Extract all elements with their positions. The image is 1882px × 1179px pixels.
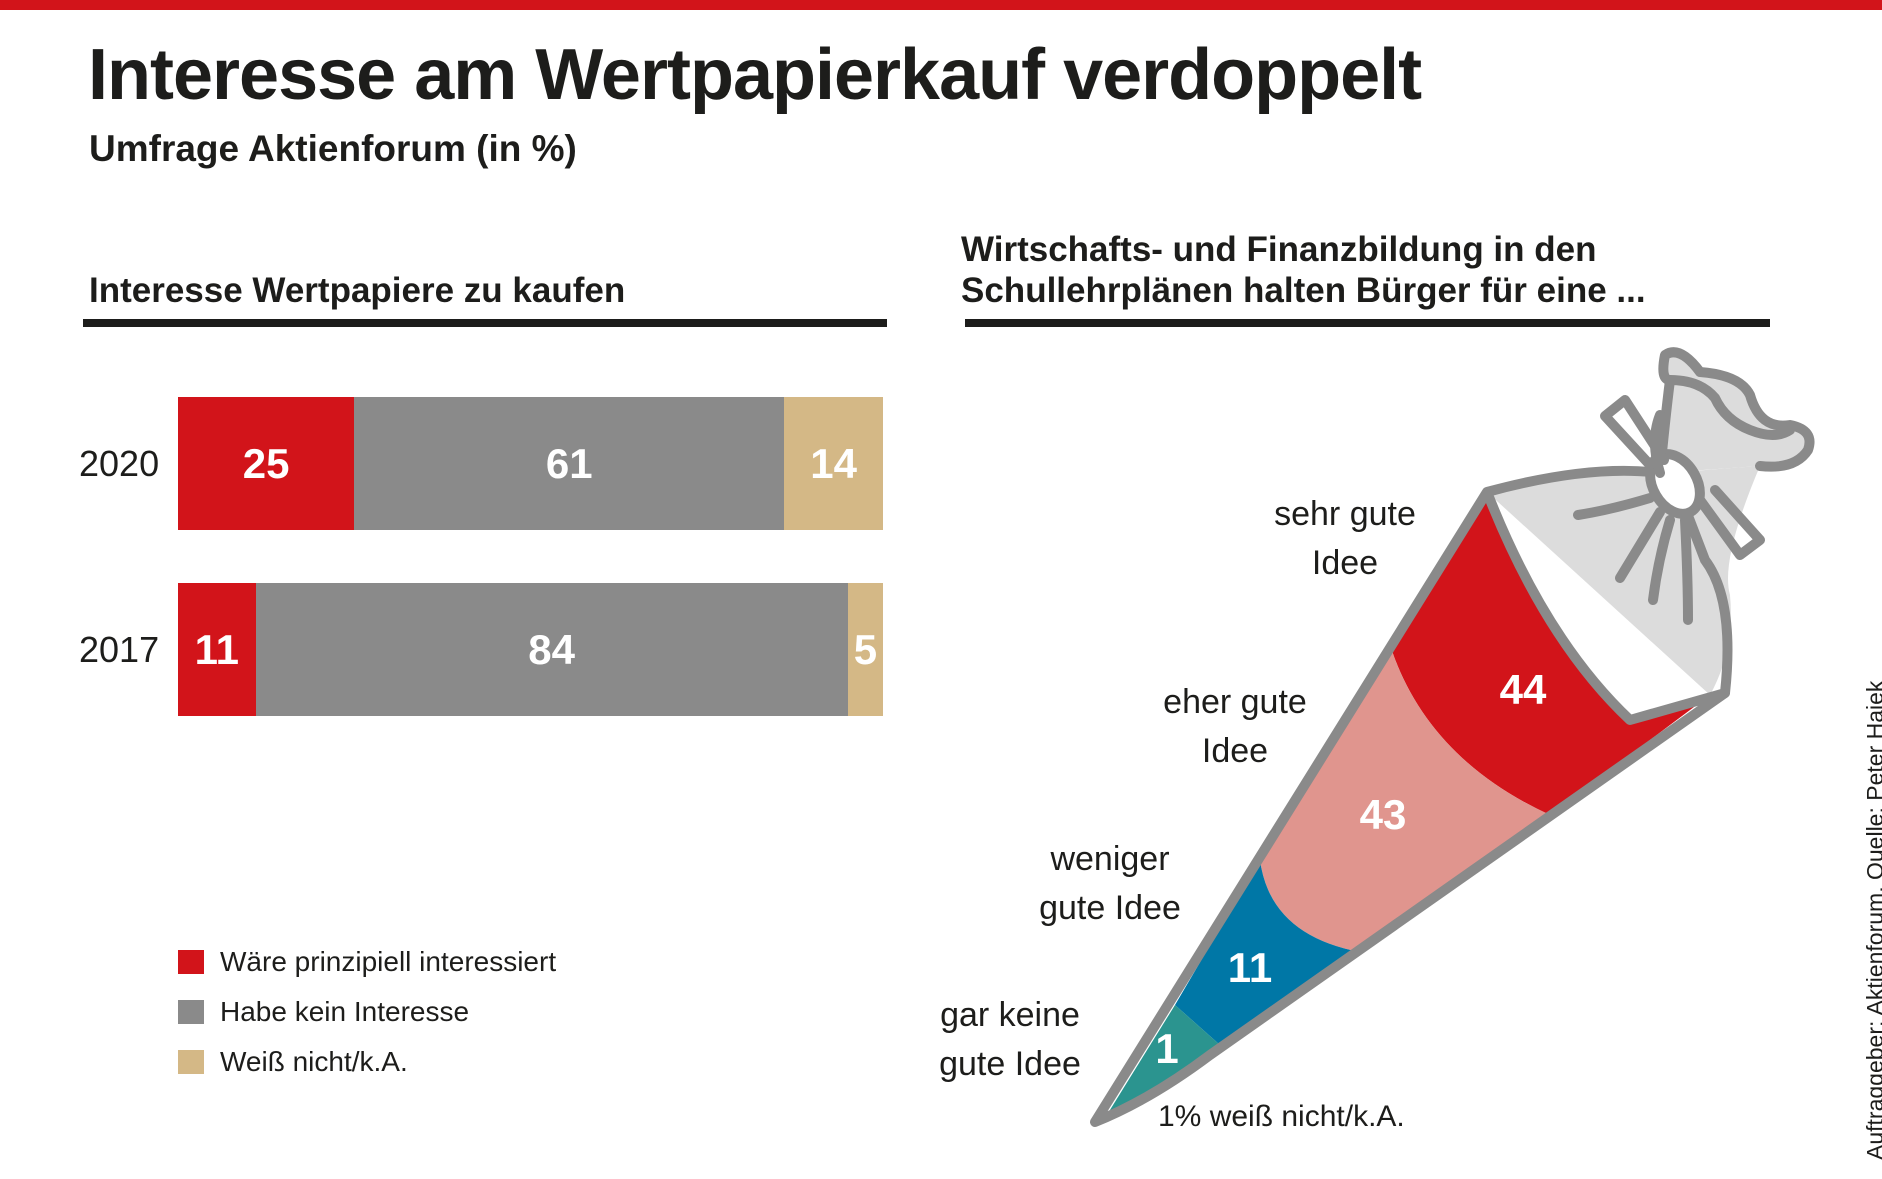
cone-side-outline xyxy=(1677,495,1733,698)
cone-label-eher-gute-idee: eher gute Idee xyxy=(1150,678,1320,776)
cone-chart-rule xyxy=(965,319,1770,327)
cone-segment-eher-gute-idee xyxy=(1260,651,1550,952)
bar-data-label: 14 xyxy=(810,439,857,487)
cone-value-11: 11 xyxy=(1228,944,1272,991)
label-line: gute Idee xyxy=(1039,889,1181,927)
cone-annotation: 1% weiß nicht/k.A. xyxy=(1158,1100,1405,1133)
legend-swatch-interested xyxy=(178,950,204,974)
label-line: sehr gute xyxy=(1274,495,1416,533)
bar-data-label: 84 xyxy=(528,625,575,673)
bar-segment: 84 xyxy=(255,583,848,716)
label-line: Idee xyxy=(1201,732,1269,770)
top-accent-bar xyxy=(0,0,1882,10)
bar-data-label: 25 xyxy=(242,439,290,487)
source-credit: Auftraggeber: Aktienforum, Quelle: Peter… xyxy=(1862,680,1882,1160)
bar-segment: 14 xyxy=(784,397,883,530)
cone-segment-gar-keine-gute-idee xyxy=(1105,1005,1220,1118)
legend-item: Wäre prinzipiell interessiert xyxy=(178,937,556,987)
bar-segment: 11 xyxy=(178,583,256,716)
bar-data-label: 11 xyxy=(194,625,239,673)
cone-segment-sehr-gute-idee xyxy=(1392,492,1710,815)
bar-data-label: 61 xyxy=(545,439,593,487)
legend-swatch-no-interest xyxy=(178,1000,204,1024)
cone-title-line: Wirtschafts- und Finanzbildung in den xyxy=(961,230,1597,269)
bar-data-label: 5 xyxy=(853,625,878,673)
legend-item: Weiß nicht/k.A. xyxy=(178,1037,556,1087)
cone-label-gar-keine-gute-idee: gar keine gute Idee xyxy=(925,991,1095,1089)
label-line: Idee xyxy=(1311,544,1379,582)
label-line: gar keine xyxy=(940,996,1080,1034)
page-subtitle: Umfrage Aktienforum (in %) xyxy=(89,128,577,169)
cone-label-weniger-gute-idee: weniger gute Idee xyxy=(1025,835,1195,933)
label-line: eher gute xyxy=(1163,683,1307,721)
bar-chart-rule xyxy=(83,319,887,327)
cone-value-43: 43 xyxy=(1360,791,1407,838)
legend-label: Weiß nicht/k.A. xyxy=(220,1046,408,1077)
bar-legend: Wäre prinzipiell interessiert Habe kein … xyxy=(178,937,556,1087)
stacked-bar-2020: 25 61 14 xyxy=(178,397,883,530)
bar-category-label: 2017 xyxy=(79,629,160,670)
cone-chart-title: Wirtschafts- und Finanzbildung in den Sc… xyxy=(961,229,1646,311)
page-title: Interesse am Wertpapierkauf verdoppelt xyxy=(88,35,1422,115)
stacked-bar-2017: 11 84 5 xyxy=(178,583,883,716)
bar-chart-title: Interesse Wertpapiere zu kaufen xyxy=(89,271,626,310)
legend-item: Habe kein Interesse xyxy=(178,987,556,1037)
bar-segment: 5 xyxy=(847,583,883,716)
legend-label: Habe kein Interesse xyxy=(220,996,470,1027)
legend-swatch-dont-know xyxy=(178,1050,204,1074)
cone-label-sehr-gute-idee: sehr gute Idee xyxy=(1260,490,1430,588)
cone-value-1: 1 xyxy=(1155,1025,1178,1072)
label-line: gute Idee xyxy=(939,1045,1081,1083)
bar-segment: 61 xyxy=(354,397,785,530)
cone-segment-weniger-gute-idee xyxy=(1175,860,1360,1045)
legend-label: Wäre prinzipiell interessiert xyxy=(220,946,557,977)
cone-value-44: 44 xyxy=(1500,666,1547,713)
bar-category-label: 2020 xyxy=(79,443,160,484)
cone-title-line: Schullehrplänen halten Bürger für eine .… xyxy=(961,271,1646,310)
label-line: weniger xyxy=(1050,840,1170,878)
ribbon-bow-icon xyxy=(1573,347,1815,625)
cone-outline xyxy=(1090,465,1730,1127)
bar-segment: 25 xyxy=(178,397,355,530)
